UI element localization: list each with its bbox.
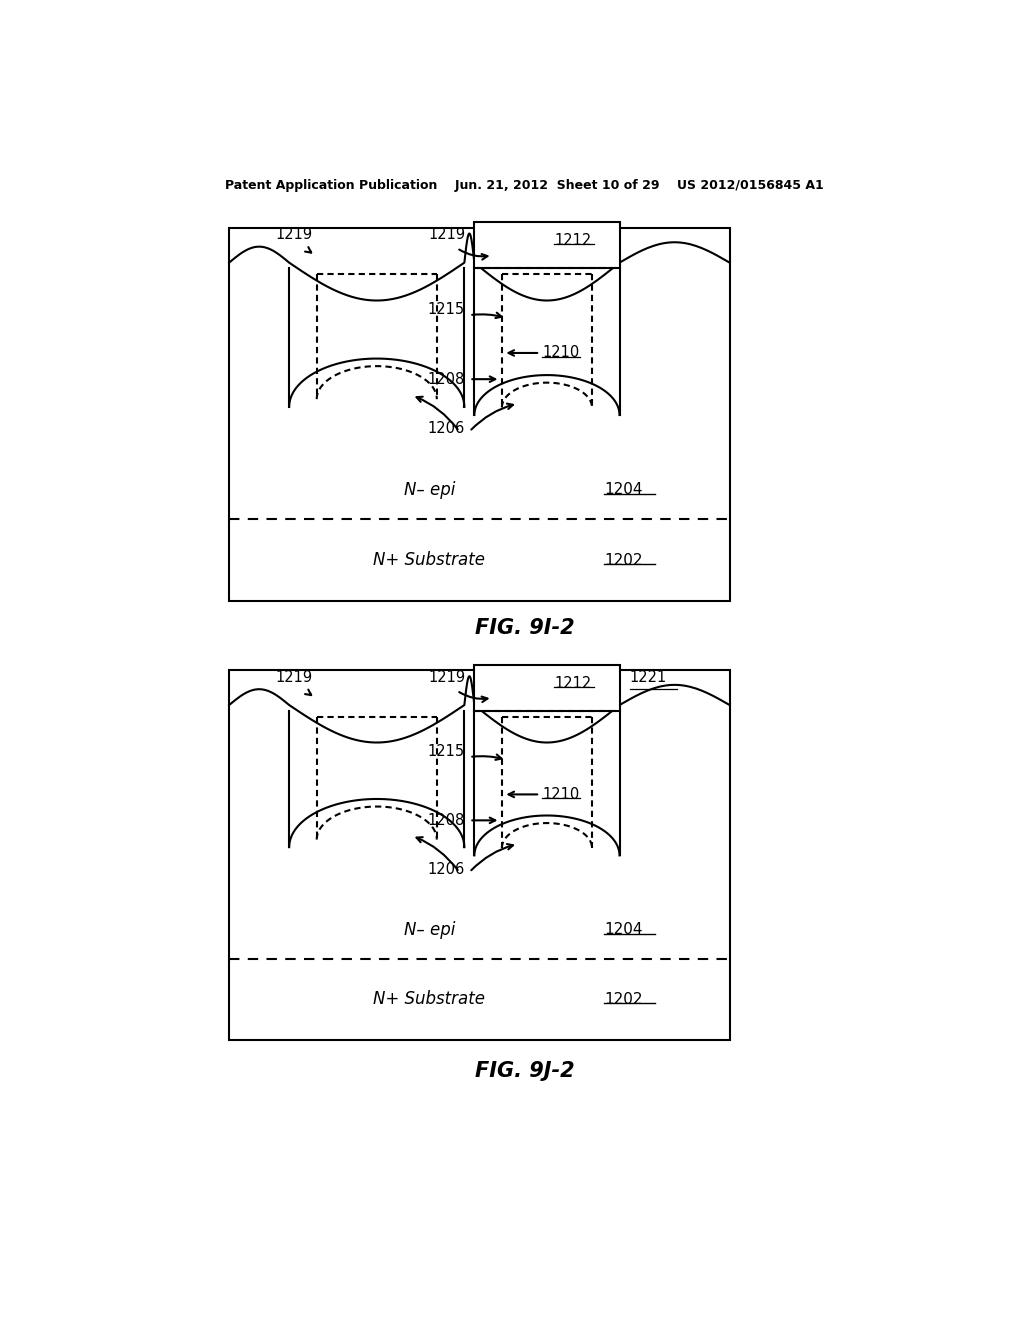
Text: N+ Substrate: N+ Substrate xyxy=(374,990,485,1008)
Text: 1210: 1210 xyxy=(543,346,580,360)
Text: 1204: 1204 xyxy=(604,482,643,498)
Text: FIG. 9J-2: FIG. 9J-2 xyxy=(475,1061,574,1081)
Text: N– epi: N– epi xyxy=(403,480,455,499)
Text: 1208: 1208 xyxy=(427,372,464,387)
Text: 1204: 1204 xyxy=(604,923,643,937)
Bar xyxy=(229,228,730,601)
Text: 1215: 1215 xyxy=(427,743,464,759)
Text: N+ Substrate: N+ Substrate xyxy=(374,550,485,569)
Text: 1215: 1215 xyxy=(427,302,464,317)
Text: 1208: 1208 xyxy=(427,813,464,828)
Text: 1219: 1219 xyxy=(428,669,465,685)
Text: 1210: 1210 xyxy=(543,787,580,803)
Bar xyxy=(474,222,620,268)
Text: 1221: 1221 xyxy=(630,669,667,685)
Text: 1212: 1212 xyxy=(554,676,592,690)
Text: Patent Application Publication    Jun. 21, 2012  Sheet 10 of 29    US 2012/01568: Patent Application Publication Jun. 21, … xyxy=(225,178,824,191)
Text: N– epi: N– epi xyxy=(403,921,455,939)
Text: 1219: 1219 xyxy=(428,227,465,243)
Text: FIG. 9I-2: FIG. 9I-2 xyxy=(475,618,574,638)
Text: 1202: 1202 xyxy=(604,991,643,1007)
Text: 1212: 1212 xyxy=(554,234,592,248)
Text: 1206: 1206 xyxy=(427,421,464,436)
Text: 1202: 1202 xyxy=(604,553,643,568)
Bar xyxy=(474,665,620,710)
Text: 1219: 1219 xyxy=(275,227,312,243)
Text: 1206: 1206 xyxy=(427,862,464,876)
Bar xyxy=(229,671,730,1040)
Text: 1219: 1219 xyxy=(275,669,312,685)
